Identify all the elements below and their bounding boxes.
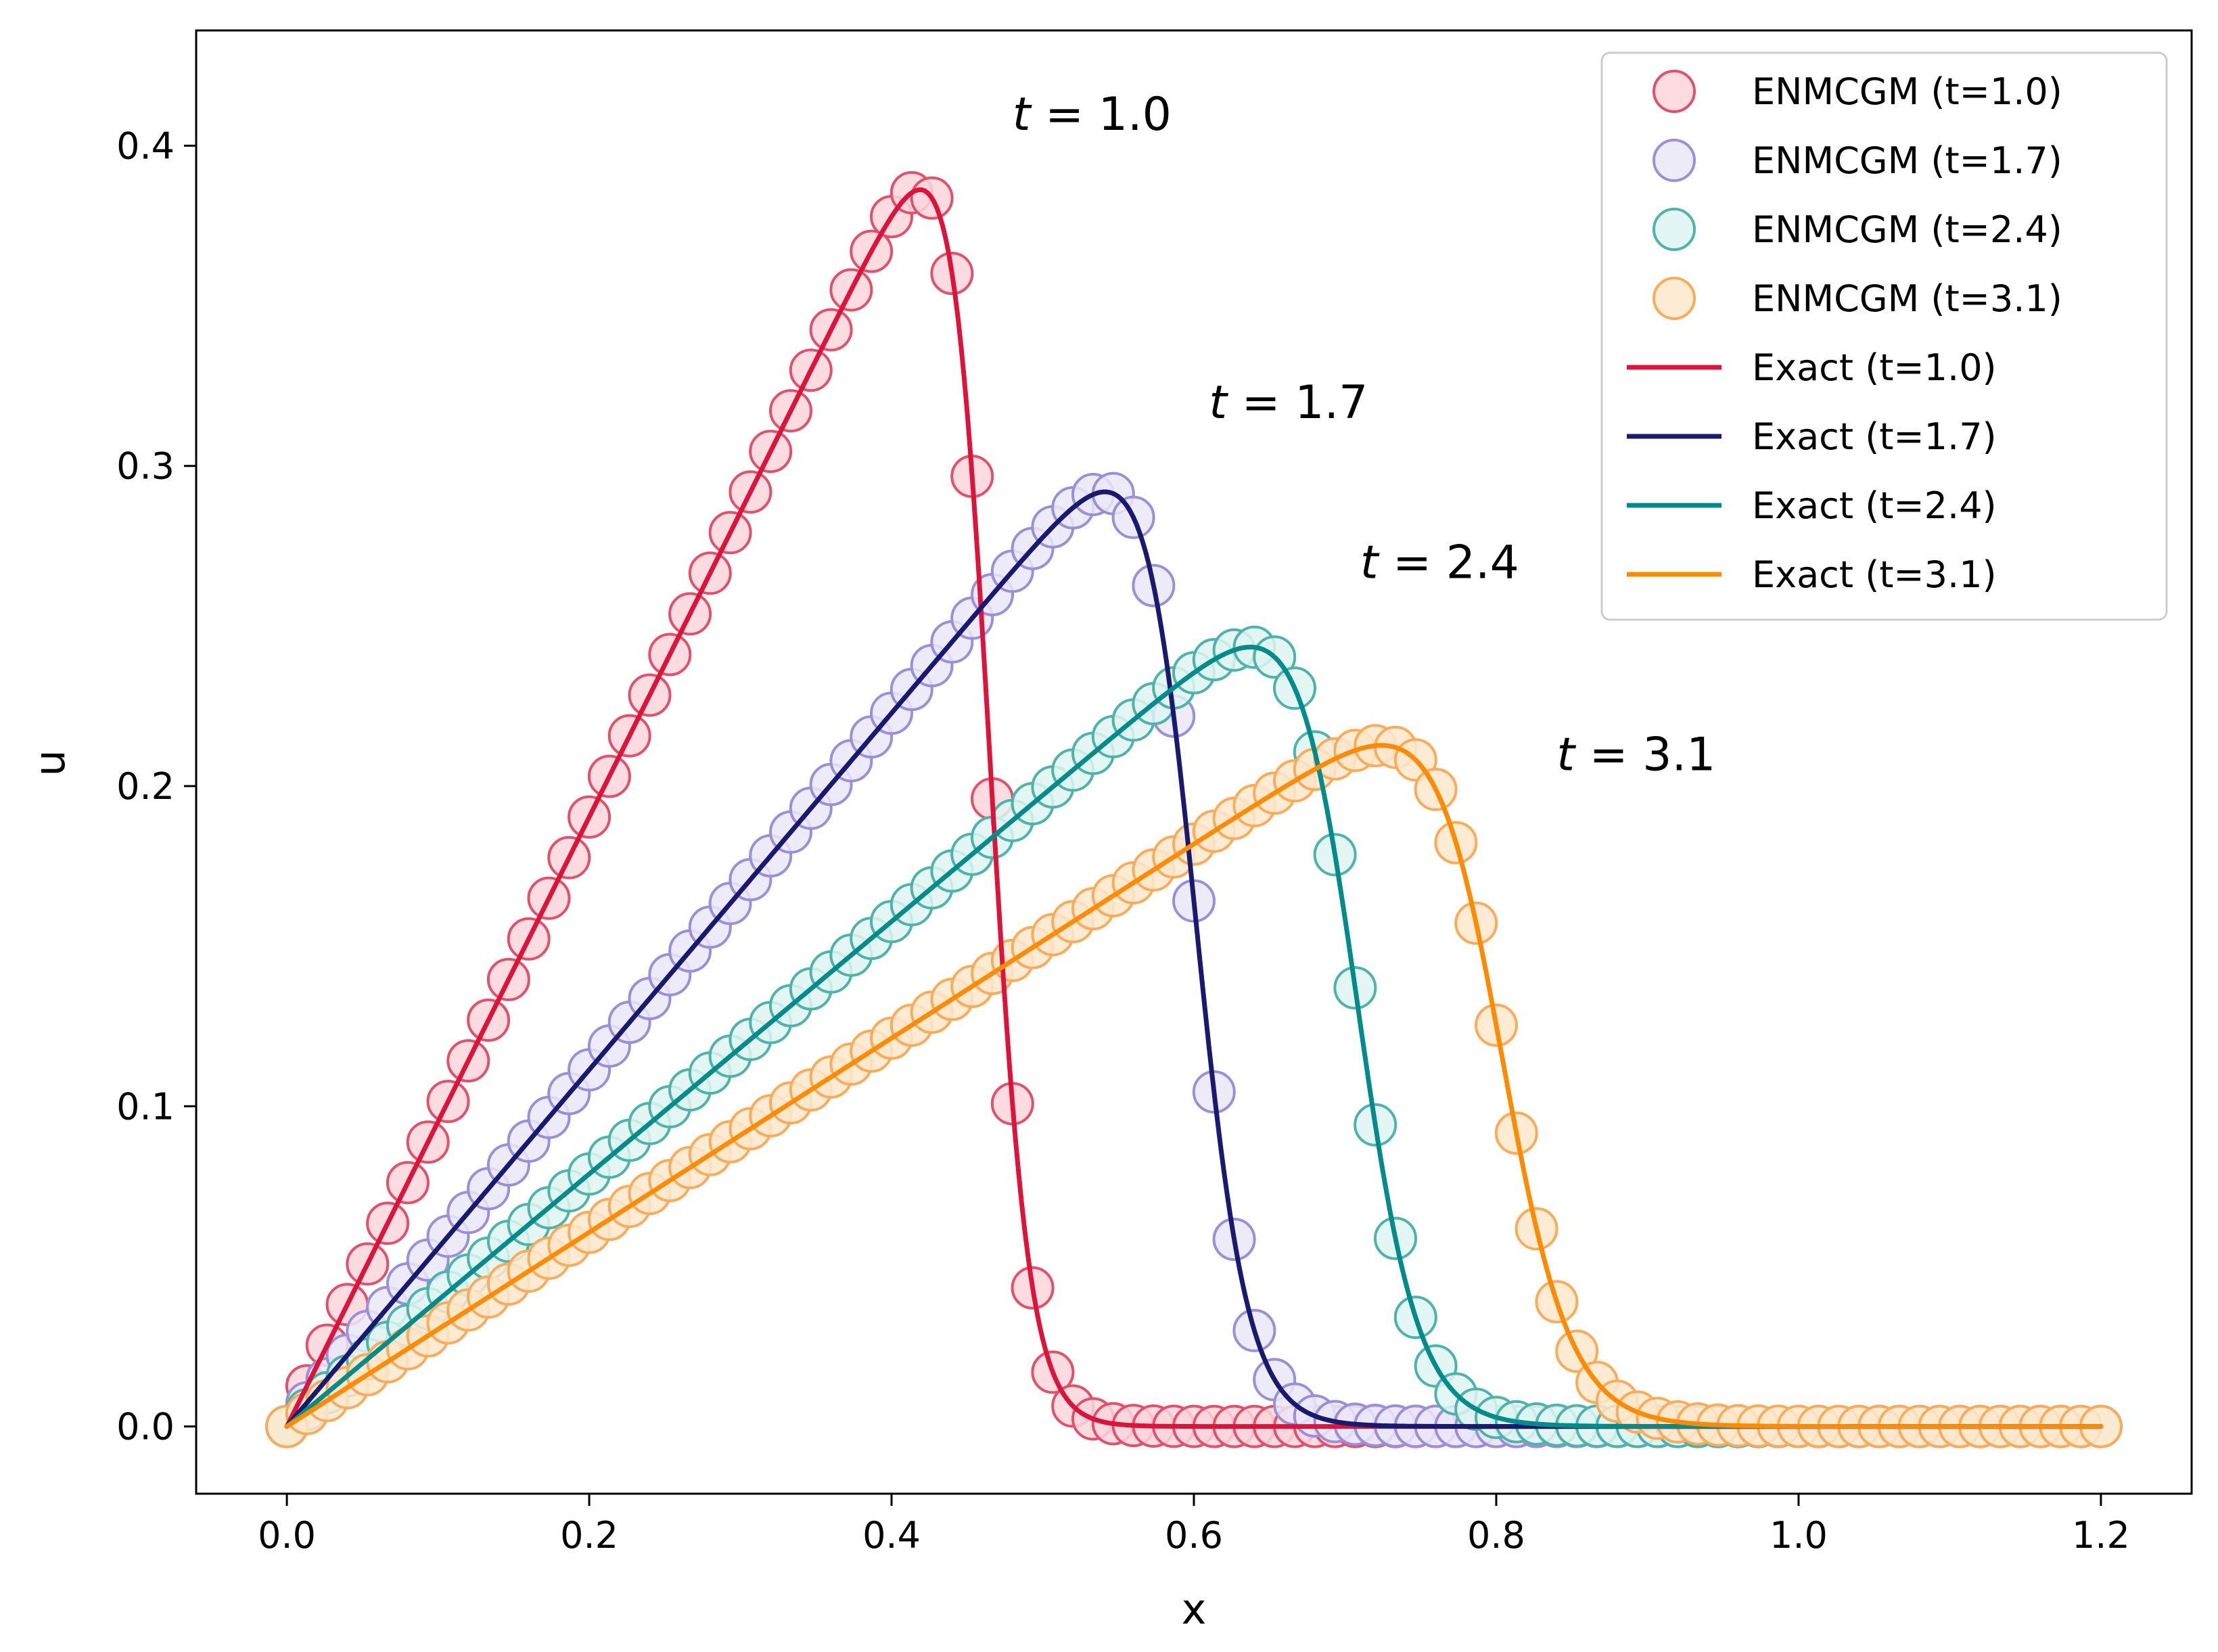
x-tick-label: 0.6 xyxy=(1165,1514,1223,1557)
legend-entry: ENMCGM (t=3.1) xyxy=(1653,277,2062,320)
y-tick-label: 0.4 xyxy=(116,124,175,167)
x-tick-label: 0.2 xyxy=(560,1514,618,1557)
time-annotation: t = 1.7 xyxy=(1209,376,1368,430)
legend-entry: Exact (t=1.7) xyxy=(1627,415,1997,458)
legend-label: ENMCGM (t=1.7) xyxy=(1752,139,2062,182)
legend-entry: Exact (t=2.4) xyxy=(1627,484,1997,527)
legend-label: Exact (t=3.1) xyxy=(1752,553,1997,596)
exact-line-layer xyxy=(284,187,2104,1429)
legend-label: ENMCGM (t=1.0) xyxy=(1752,70,2062,113)
legend-box xyxy=(1600,51,2168,621)
legend-marker xyxy=(1653,277,1696,320)
x-tick-label: 0.4 xyxy=(862,1514,921,1557)
legend-label: ENMCGM (t=2.4) xyxy=(1752,208,2062,251)
y-tick-label: 0.3 xyxy=(116,445,175,488)
x-axis-label: x xyxy=(1182,1584,1207,1634)
time-annotation: t = 1.0 xyxy=(1013,88,1172,141)
time-annotations: t = 1.0 t = 1.7 t = 2.4 t = 3.1 xyxy=(1013,88,1716,782)
legend-entry: Exact (t=1.0) xyxy=(1627,346,1997,389)
legend-marker xyxy=(1653,70,1696,113)
exact-series-line xyxy=(284,743,2104,1429)
y-tick-label: 0.1 xyxy=(116,1085,175,1128)
legend-label: Exact (t=2.4) xyxy=(1752,484,1997,527)
legend-marker xyxy=(1653,139,1696,182)
legend-entry: ENMCGM (t=2.4) xyxy=(1653,208,2062,251)
time-annotation: t = 3.1 xyxy=(1556,729,1715,782)
legend-label: ENMCGM (t=3.1) xyxy=(1752,277,2062,320)
x-tick-label: 0.8 xyxy=(1467,1514,1525,1557)
y-axis: 0.0 0.1 0.2 0.3 0.4 xyxy=(116,124,196,1448)
legend: ENMCGM (t=1.0) ENMCGM (t=1.7) ENMCGM (t=2.… xyxy=(1600,51,2168,621)
y-tick-label: 0.0 xyxy=(116,1406,175,1448)
y-tick-label: 0.2 xyxy=(116,765,175,808)
legend-label: Exact (t=1.0) xyxy=(1752,346,1997,389)
y-axis-label: u xyxy=(25,750,74,776)
legend-entry: Exact (t=3.1) xyxy=(1627,553,1997,596)
x-tick-label: 1.2 xyxy=(2072,1514,2130,1557)
time-annotation: t = 2.4 xyxy=(1360,536,1519,590)
x-tick-label: 1.0 xyxy=(1770,1514,1828,1557)
legend-entry: ENMCGM (t=1.7) xyxy=(1653,139,2062,182)
legend-label: Exact (t=1.7) xyxy=(1752,415,1997,458)
legend-entry: ENMCGM (t=1.0) xyxy=(1653,70,2062,113)
x-axis: 0.0 0.2 0.4 0.6 0.8 1.0 1.2 xyxy=(258,1494,2130,1557)
x-tick-label: 0.0 xyxy=(258,1514,316,1557)
legend-marker xyxy=(1653,208,1696,251)
